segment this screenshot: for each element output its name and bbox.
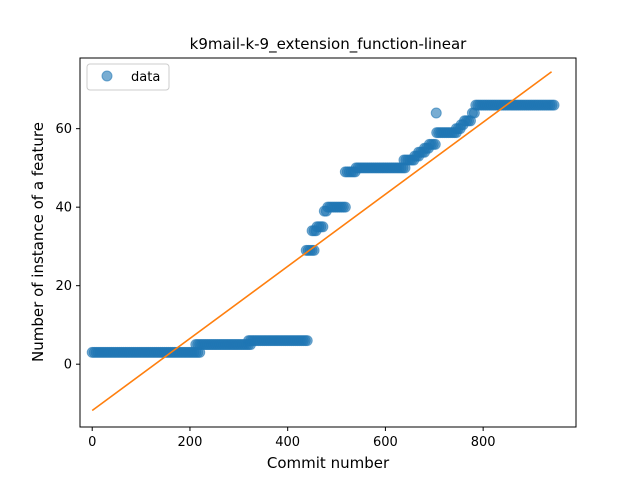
legend: data xyxy=(86,63,170,91)
x-tick-label: 0 xyxy=(88,435,96,450)
chart-title: k9mail-k-9_extension_function-linear xyxy=(190,35,467,54)
x-tick-label: 800 xyxy=(471,435,496,450)
legend-box xyxy=(86,63,170,91)
y-tick-label: 40 xyxy=(55,201,72,216)
x-tick-label: 200 xyxy=(178,435,203,450)
x-axis-title: Commit number xyxy=(267,454,390,472)
data-point xyxy=(317,221,329,233)
y-tick-label: 20 xyxy=(55,279,72,294)
y-tick-label: 0 xyxy=(64,358,72,373)
legend-label-data: data xyxy=(131,70,160,85)
plot-frame xyxy=(79,57,577,428)
plot-background xyxy=(80,58,576,427)
x-tick-label: 600 xyxy=(373,435,398,450)
data-point xyxy=(301,335,313,347)
y-axis: 0 20 40 60 xyxy=(55,122,80,373)
plot-area: 0 200 400 600 800 0 20 40 60 xyxy=(55,57,577,450)
data-point xyxy=(429,138,441,150)
data-point xyxy=(548,99,560,111)
fit-line xyxy=(91,71,553,412)
x-tick-label: 400 xyxy=(275,435,300,450)
legend-marker-data xyxy=(101,70,113,82)
fit-line-series xyxy=(91,71,553,412)
y-axis-title: Number of instance of a feature xyxy=(29,122,47,362)
data-point xyxy=(430,107,442,119)
x-axis: 0 200 400 600 800 xyxy=(88,427,496,450)
y-tick-label: 60 xyxy=(55,122,72,137)
data-point xyxy=(339,201,351,213)
